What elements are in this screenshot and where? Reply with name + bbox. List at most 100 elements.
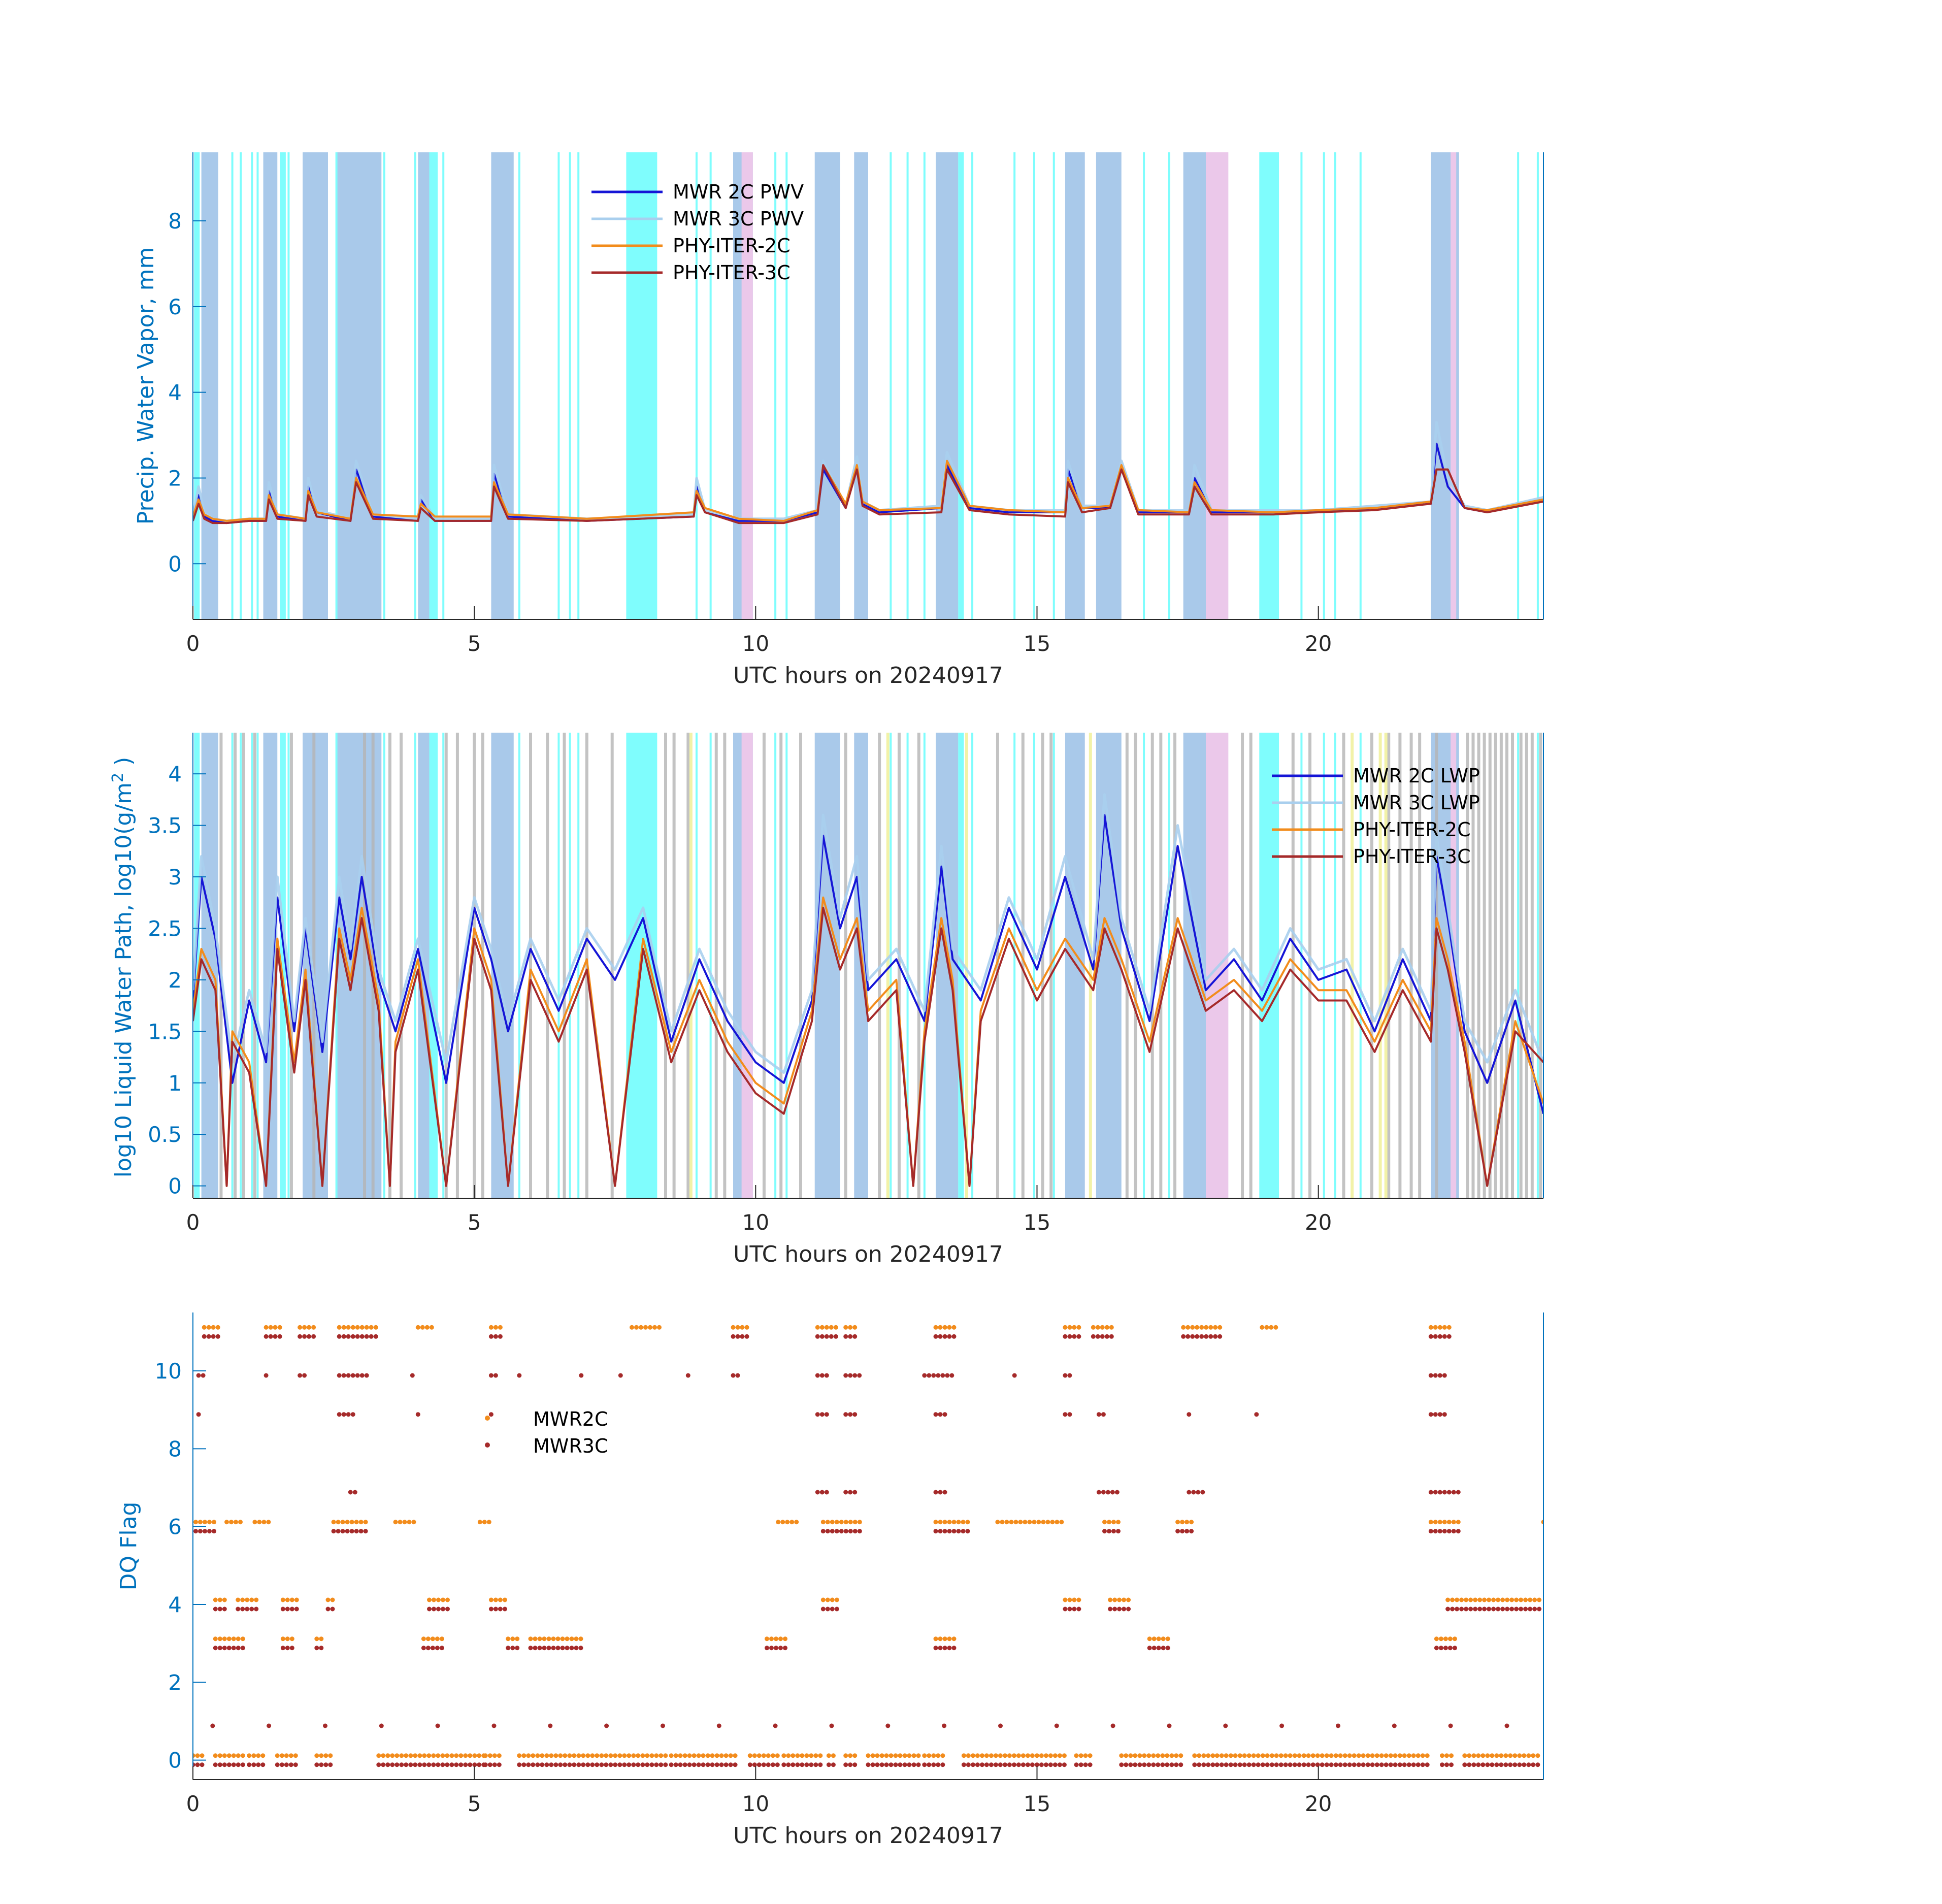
dq-legend[interactable]: MWR2C MWR3C [485,1408,608,1457]
x-tick-label: 10 [742,631,769,656]
dq-point-mwr2c [1195,1325,1200,1330]
dq-point-mwr3c [922,1762,927,1767]
dq-point-mwr3c [1388,1762,1393,1767]
dq-point-mwr3c [385,1762,390,1767]
dq-point-mwr2c [544,1753,549,1758]
dq-point-mwr3c [1446,1529,1452,1534]
dq-point-mwr3c [1190,1334,1195,1339]
dq-point-mwr3c [1301,1762,1306,1767]
dq-point-mwr3c [222,1762,227,1767]
dq-point-mwr3c [210,1723,215,1728]
dq-point-mwr3c [359,1334,365,1339]
dq-point-mwr2c [1184,1520,1190,1525]
shade-block-pink [1451,733,1457,1198]
shade-block-pink [741,152,753,619]
dq-point-mwr2c [1224,1753,1229,1758]
dq-point-mwr2c [240,1753,245,1758]
dq-point-mwr3c [280,1646,285,1651]
dq-point-mwr2c [1442,1520,1447,1525]
dq-point-mwr3c [975,1762,980,1767]
dq-point-mwr2c [385,1753,390,1758]
dq-point-mwr3c [1433,1490,1438,1495]
dq-point-mwr2c [756,1753,762,1758]
dq-point-mwr3c [998,1723,1003,1728]
dq-point-mwr2c [640,1753,645,1758]
dq-point-mwr3c [1105,1490,1110,1495]
dq-point-mwr2c [663,1753,668,1758]
dq-point-mwr3c [1428,1373,1433,1378]
dq-point-mwr2c [1083,1753,1088,1758]
dq-point-mwr3c [1063,1412,1068,1417]
dq-point-mwr2c [247,1753,252,1758]
dq-point-mwr2c [714,1753,719,1758]
dq-point-mwr2c [236,1753,241,1758]
dq-point-mwr2c [947,1636,952,1642]
dq-point-mwr2c [203,1520,207,1525]
dq-point-mwr3c [212,1529,216,1534]
dq-point-mwr2c [213,1597,218,1602]
lwp-legend[interactable]: MWR 2C LWP MWR 3C LWP PHY-ITER-2C PHY-ITER-… [1272,765,1480,868]
dq-point-mwr2c [961,1753,966,1758]
dq-point-mwr2c [358,1520,364,1525]
dq-point-mwr2c [673,1753,678,1758]
dq-point-mwr3c [813,1762,818,1767]
dq-point-mwr2c [1246,1753,1252,1758]
dq-point-mwr3c [1217,1334,1223,1339]
y-tick-label: 6 [168,294,182,319]
dq-point-mwr2c [687,1753,692,1758]
dq-point-mwr3c [1237,1762,1242,1767]
dq-point-mwr3c [410,1373,415,1378]
dq-point-mwr3c [857,1373,862,1378]
dq-point-mwr2c [942,1636,947,1642]
dq-point-mwr2c [723,1753,729,1758]
dq-point-mwr2c [848,1753,853,1758]
x-tick-label: 20 [1305,631,1332,656]
shade-block-pink [1206,152,1229,619]
dq-point-mwr2c [1021,1753,1026,1758]
dq-point-mwr2c [497,1753,502,1758]
dq-point-mwr3c [302,1334,307,1339]
dq-point-mwr2c [786,1753,791,1758]
dq-point-mwr3c [531,1762,536,1767]
dq-point-mwr2c [825,1597,830,1602]
dq-point-mwr2c [1509,1597,1515,1602]
legend-label: MWR 2C PWV [673,181,804,203]
dq-point-mwr3c [659,1762,664,1767]
dq-point-mwr3c [492,1762,497,1767]
dq-point-mwr3c [1039,1762,1044,1767]
dq-point-mwr3c [439,1646,444,1651]
dq-point-mwr3c [848,1490,853,1495]
dq-point-mwr2c [654,1753,659,1758]
y-tick-label: 0.5 [148,1122,182,1147]
dq-point-mwr2c [951,1325,957,1330]
dq-point-mwr3c [1137,1762,1142,1767]
dq-point-mwr2c [280,1597,285,1602]
dq-point-mwr3c [567,1762,572,1767]
dq-point-mwr2c [212,1520,216,1525]
y-tick-label: 6 [168,1515,182,1539]
dq-point-mwr2c [558,1753,563,1758]
dq-point-mwr3c [942,1490,947,1495]
y-tick-label: 4 [168,762,182,786]
dq-point-mwr2c [947,1520,952,1525]
dq-point-mwr2c [1523,1597,1528,1602]
dq-point-mwr2c [298,1325,303,1330]
dq-point-mwr2c [521,1753,526,1758]
dq-point-mwr3c [468,1762,473,1767]
lwp-series [193,793,1543,1187]
pwv-legend[interactable]: MWR 2C PWV MWR 3C PWV PHY-ITER-2C PHY-ITER-… [591,181,804,284]
dq-point-mwr3c [1189,1529,1194,1534]
dq-point-mwr2c [1095,1325,1100,1330]
dq-point-mwr3c [1067,1334,1072,1339]
dq-point-mwr3c [483,1762,488,1767]
dq-point-mwr3c [829,1334,834,1339]
dq-point-mwr3c [236,1762,241,1767]
dq-point-mwr3c [1091,1334,1096,1339]
dq-point-mwr3c [1117,1606,1122,1612]
dq-point-mwr2c [226,1636,232,1642]
dq-point-mwr2c [581,1753,586,1758]
dq-point-mwr2c [1050,1520,1055,1525]
y-tick-label: 10 [155,1359,182,1384]
shade-block-cyan [1259,152,1279,619]
dq-point-mwr3c [1186,1334,1191,1339]
